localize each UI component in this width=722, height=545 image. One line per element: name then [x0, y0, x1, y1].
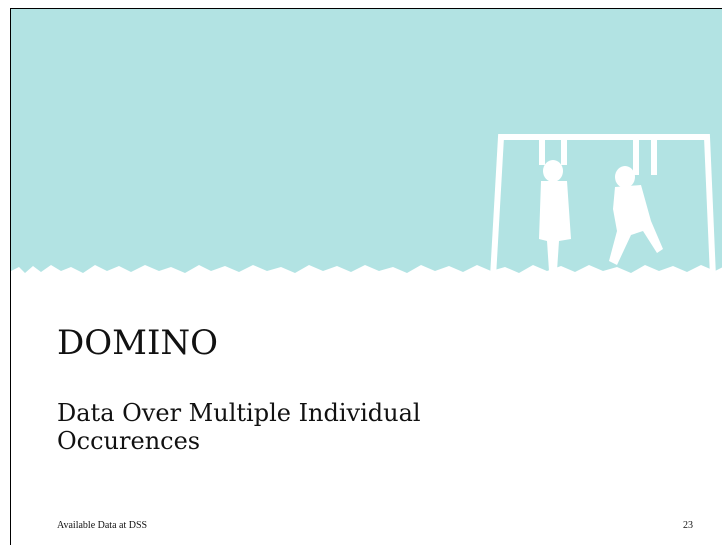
slide-title: DOMINO [57, 323, 219, 363]
footer: Available Data at DSS [57, 520, 148, 531]
swing-frame [490, 134, 716, 278]
slide-subtitle: Data Over Multiple Individual Occurences [57, 399, 421, 455]
page-number: 23 [683, 520, 693, 531]
child-silhouettes [539, 135, 663, 271]
sky [11, 9, 722, 281]
grass-edge [11, 265, 722, 281]
header-art [11, 9, 722, 281]
slide: DOMINO Data Over Multiple Individual Occ… [10, 8, 722, 545]
